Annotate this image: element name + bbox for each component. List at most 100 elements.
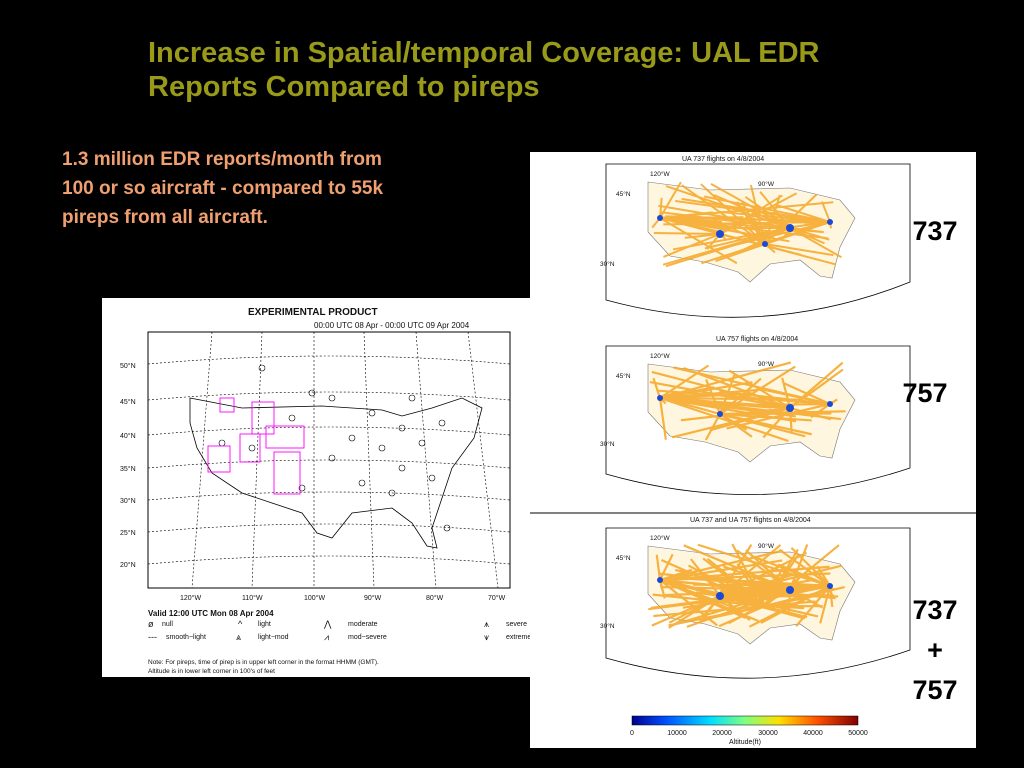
light-mod-symbol-icon: ⩓ (236, 632, 241, 642)
flight-route-line (659, 579, 718, 627)
legend-mod-severe: mod−severe (348, 634, 387, 641)
pirep-map: EXPERIMENTAL PRODUCT 00:00 UTC 08 Apr - … (120, 307, 530, 675)
sigmet-boxes (207, 397, 305, 495)
flight-route-line (659, 197, 663, 219)
lon-label-120: 120°W (180, 594, 201, 602)
map-combined-title: UA 737 and UA 757 flights on 4/8/2004 (690, 517, 811, 524)
map-757-lat-45: 45°N (616, 372, 631, 380)
map-combined-lat-45: 45°N (616, 554, 631, 562)
flight-route-line (659, 396, 804, 401)
map-737-lon-120: 120°W (650, 170, 670, 178)
bullet-text: 1.3 million EDR reports/month from 100 o… (62, 145, 502, 232)
note-line-2: Altitude is in lower left corner in 100'… (148, 668, 275, 675)
lat-label-45: 45°N (120, 398, 136, 406)
flight-route-line (655, 554, 662, 581)
light-symbol-icon: ^ (238, 619, 243, 629)
turbulence-legend: ø null ^ light ⋀ moderate ⩚ severe ‐‐‐ s… (148, 619, 530, 642)
legend-extreme: extreme (506, 634, 530, 641)
flight-route-line (653, 604, 766, 618)
flight-route-line (704, 413, 721, 441)
flight-route-line (764, 194, 781, 245)
colorbar-tick-0: 0 (630, 730, 634, 737)
altitude-colorbar (631, 715, 859, 726)
lat-label-20: 20°N (120, 561, 136, 569)
slide-title-line-2: Reports Compared to pireps (148, 71, 540, 103)
label-combined-line-1: 737 (912, 595, 958, 625)
bullet-line-1: 1.3 million EDR reports/month from (62, 149, 382, 170)
flight-route-line (659, 381, 753, 400)
routes-737 (651, 181, 842, 268)
lon-label-100: 100°W (304, 594, 325, 602)
hubs-combined (657, 577, 833, 600)
colorbar-tick-5: 50000 (848, 730, 868, 737)
flight-route-line (764, 599, 770, 607)
colorbar-tick-3: 30000 (758, 730, 778, 737)
latitude-lines (147, 355, 511, 565)
flight-route-line (789, 227, 825, 245)
mod-severe-symbol-icon: ⩘ (324, 632, 329, 642)
flight-route-line (658, 579, 666, 599)
pirep-map-header: EXPERIMENTAL PRODUCT (248, 307, 378, 318)
map-757-title: UA 757 flights on 4/8/2004 (716, 336, 798, 343)
flight-route-line (653, 232, 721, 235)
us-outline (189, 397, 483, 549)
flight-route-line (777, 563, 831, 588)
longitude-lines (191, 331, 499, 589)
colorbar-label: Altitude(ft) (729, 739, 761, 746)
flight-route-line (820, 201, 831, 223)
flight-route-line (710, 182, 791, 229)
flight-route-line (704, 401, 791, 410)
map-combined-lat-30: 30°N (600, 622, 615, 630)
hubs-737 (657, 215, 833, 247)
map-combined-lon-90: 90°W (758, 542, 775, 550)
flight-route-line (659, 549, 784, 582)
flight-route-line (681, 198, 831, 223)
legend-moderate: moderate (348, 621, 378, 628)
pirep-symbols (218, 364, 451, 532)
map-combined: 120°W 90°W 45°N 30°N (600, 527, 911, 679)
extreme-symbol-icon: ⩛ (484, 632, 489, 642)
flight-route-line (663, 233, 721, 258)
flight-route-line (804, 221, 831, 226)
bullet-line-3: pireps from all aircraft. (62, 207, 268, 228)
lat-label-30: 30°N (120, 497, 136, 505)
pirep-map-frame (147, 331, 511, 589)
legend-light: light (258, 621, 271, 628)
flight-route-line (683, 367, 791, 410)
map-737: 120°W 90°W 45°N 30°N (600, 163, 911, 318)
flight-route-line (719, 412, 812, 436)
flight-route-line (757, 387, 831, 406)
map-757-lon-120: 120°W (650, 352, 670, 360)
flight-route-line (726, 402, 831, 430)
lat-label-35: 35°N (120, 465, 136, 473)
map-737-lat-45: 45°N (616, 190, 631, 198)
map-combined-lon-120: 120°W (650, 534, 670, 542)
flight-maps-panel: UA 737 flights on 4/8/2004 120°W 90°W 45… (530, 152, 976, 748)
flight-route-line (659, 364, 710, 399)
pirep-map-time-range: 00:00 UTC 08 Apr - 00:00 UTC 09 Apr 2004 (314, 321, 470, 330)
flight-route-line (658, 397, 667, 440)
smooth-light-symbol-icon: ‐‐‐ (148, 632, 157, 642)
legend-smooth-light: smooth−light (166, 634, 206, 641)
lon-label-80: 80°W (426, 594, 444, 602)
flight-route-line (659, 181, 682, 219)
label-combined-line-2: + (927, 635, 943, 665)
flight-route-line (715, 565, 766, 607)
flight-route-line (680, 406, 791, 422)
map-737-lon-90: 90°W (758, 180, 775, 188)
flight-route-line (659, 553, 674, 581)
flight-maps: UA 737 flights on 4/8/2004 120°W 90°W 45… (530, 156, 976, 746)
flight-route-line (697, 543, 831, 588)
flight-route-line (764, 193, 818, 245)
flight-route-line (659, 396, 842, 421)
hubs-757 (657, 395, 833, 417)
flight-route-line (764, 243, 834, 257)
map-737-title: UA 737 flights on 4/8/2004 (682, 156, 764, 163)
lon-label-110: 110°W (242, 594, 263, 602)
flight-route-line (684, 233, 721, 239)
label-737-plus-757: 737 + 757 (896, 590, 974, 710)
colorbar-tick-1: 10000 (667, 730, 687, 737)
map-737-lat-30: 30°N (600, 260, 615, 268)
flight-route-line (775, 203, 831, 223)
slide-title-line-1: Increase in Spatial/temporal Coverage: U… (148, 37, 820, 69)
